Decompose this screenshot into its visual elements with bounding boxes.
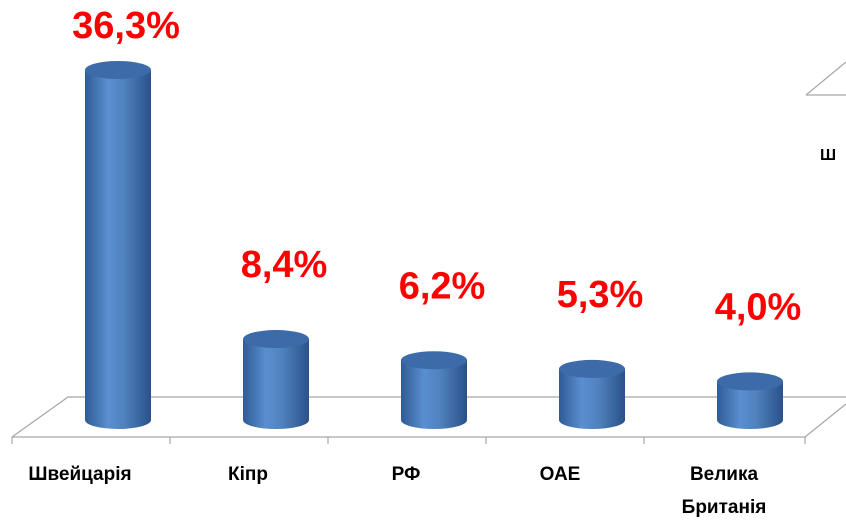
bar <box>559 359 625 429</box>
bar <box>85 61 151 429</box>
data-label: 6,2% <box>399 265 486 307</box>
bar <box>401 351 467 429</box>
x-tick-label: Швейцарія <box>28 464 131 485</box>
x-tick-label: Велика Британія <box>682 464 767 518</box>
cylinder-top <box>85 61 151 79</box>
cylinder-top <box>717 372 783 391</box>
annotation: Ш <box>820 147 836 164</box>
bar <box>243 330 309 429</box>
cylinder-body <box>243 339 309 429</box>
x-tick-label: Кіпр <box>228 464 268 485</box>
data-label: 8,4% <box>241 244 328 286</box>
data-label: 5,3% <box>557 274 644 316</box>
data-label: 36,3% <box>72 5 180 47</box>
cylinder-body <box>717 381 783 429</box>
cylinder-top <box>401 351 467 370</box>
cylinder-body <box>401 360 467 429</box>
cylinder-top <box>243 330 309 349</box>
bar <box>717 372 783 429</box>
data-label: 4,0% <box>715 286 802 328</box>
cylinder-body <box>559 368 625 429</box>
cylinder-body <box>85 70 151 429</box>
cylinder-top <box>559 359 625 378</box>
cropped-chart-edge <box>805 61 846 96</box>
x-tick-label: ОАЕ <box>540 464 581 485</box>
x-tick-label: РФ <box>392 464 421 485</box>
